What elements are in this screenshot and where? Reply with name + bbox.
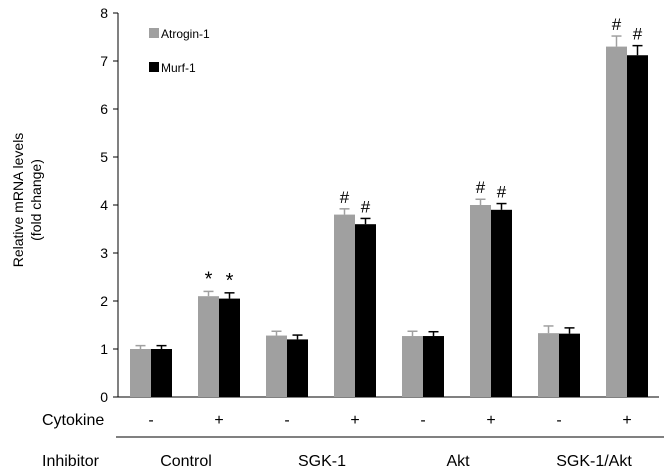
significance-mark: # bbox=[340, 188, 350, 207]
significance-mark: # bbox=[497, 183, 507, 202]
y-tick-label: 5 bbox=[100, 149, 108, 165]
cytokine-row-label: Cytokine bbox=[42, 412, 104, 429]
bar-murf-1 bbox=[627, 55, 648, 398]
significance-mark: * bbox=[226, 270, 234, 292]
y-tick-label: 6 bbox=[100, 101, 108, 117]
significance-mark: # bbox=[361, 197, 371, 216]
bar-atrogin-1 bbox=[402, 336, 423, 397]
y-axis-title: Relative mRNA levels (fold change) bbox=[10, 133, 44, 268]
bar-atrogin-1 bbox=[266, 335, 287, 397]
x-category-label: - bbox=[420, 412, 425, 429]
x-category-label: - bbox=[556, 412, 561, 429]
y-tick-label: 8 bbox=[100, 5, 108, 21]
y-tick-label: 1 bbox=[100, 341, 108, 357]
group-label: SGK-1 bbox=[298, 453, 346, 470]
x-category-label: + bbox=[622, 412, 631, 429]
legend-label: Atrogin-1 bbox=[161, 27, 210, 41]
legend-swatch bbox=[149, 28, 159, 38]
bar-atrogin-1 bbox=[334, 214, 355, 397]
group-label: SGK-1/Akt bbox=[556, 453, 632, 470]
legend-label: Murf-1 bbox=[161, 61, 196, 75]
bar-atrogin-1 bbox=[606, 46, 627, 397]
y-axis-title-line-1: Relative mRNA levels bbox=[10, 133, 26, 268]
group-label: Control bbox=[160, 453, 212, 470]
bar-murf-1 bbox=[423, 336, 444, 397]
inhibitor-row-label: Inhibitor bbox=[42, 453, 100, 470]
x-category-label: - bbox=[284, 412, 289, 429]
bar-atrogin-1 bbox=[538, 333, 559, 397]
bar-murf-1 bbox=[559, 333, 580, 397]
bar-murf-1 bbox=[287, 339, 308, 397]
y-tick-label: 3 bbox=[100, 245, 108, 261]
bar-atrogin-1 bbox=[130, 349, 151, 397]
bar-murf-1 bbox=[491, 209, 512, 397]
legend: Atrogin-1 Murf-1 bbox=[149, 27, 210, 75]
x-category-label: - bbox=[148, 412, 153, 429]
bar-murf-1 bbox=[151, 349, 172, 397]
x-category-label: + bbox=[486, 412, 495, 429]
legend-swatch bbox=[149, 62, 159, 72]
y-tick-label: 7 bbox=[100, 53, 108, 69]
y-tick-label: 2 bbox=[100, 293, 108, 309]
significance-mark: * bbox=[205, 268, 213, 290]
y-tick-label: 4 bbox=[100, 197, 108, 213]
group-label: Akt bbox=[446, 453, 470, 470]
bar-atrogin-1 bbox=[470, 205, 491, 397]
significance-mark: # bbox=[633, 25, 643, 44]
y-axis-title-line-2: (fold change) bbox=[28, 159, 44, 241]
significance-mark: # bbox=[476, 178, 486, 197]
x-category-label: + bbox=[350, 412, 359, 429]
y-tick-label: 0 bbox=[100, 389, 108, 405]
bar-murf-1 bbox=[355, 224, 376, 397]
significance-mark: # bbox=[612, 15, 622, 34]
bar-murf-1 bbox=[219, 298, 240, 397]
bar-atrogin-1 bbox=[198, 296, 219, 397]
x-category-label: + bbox=[214, 412, 223, 429]
